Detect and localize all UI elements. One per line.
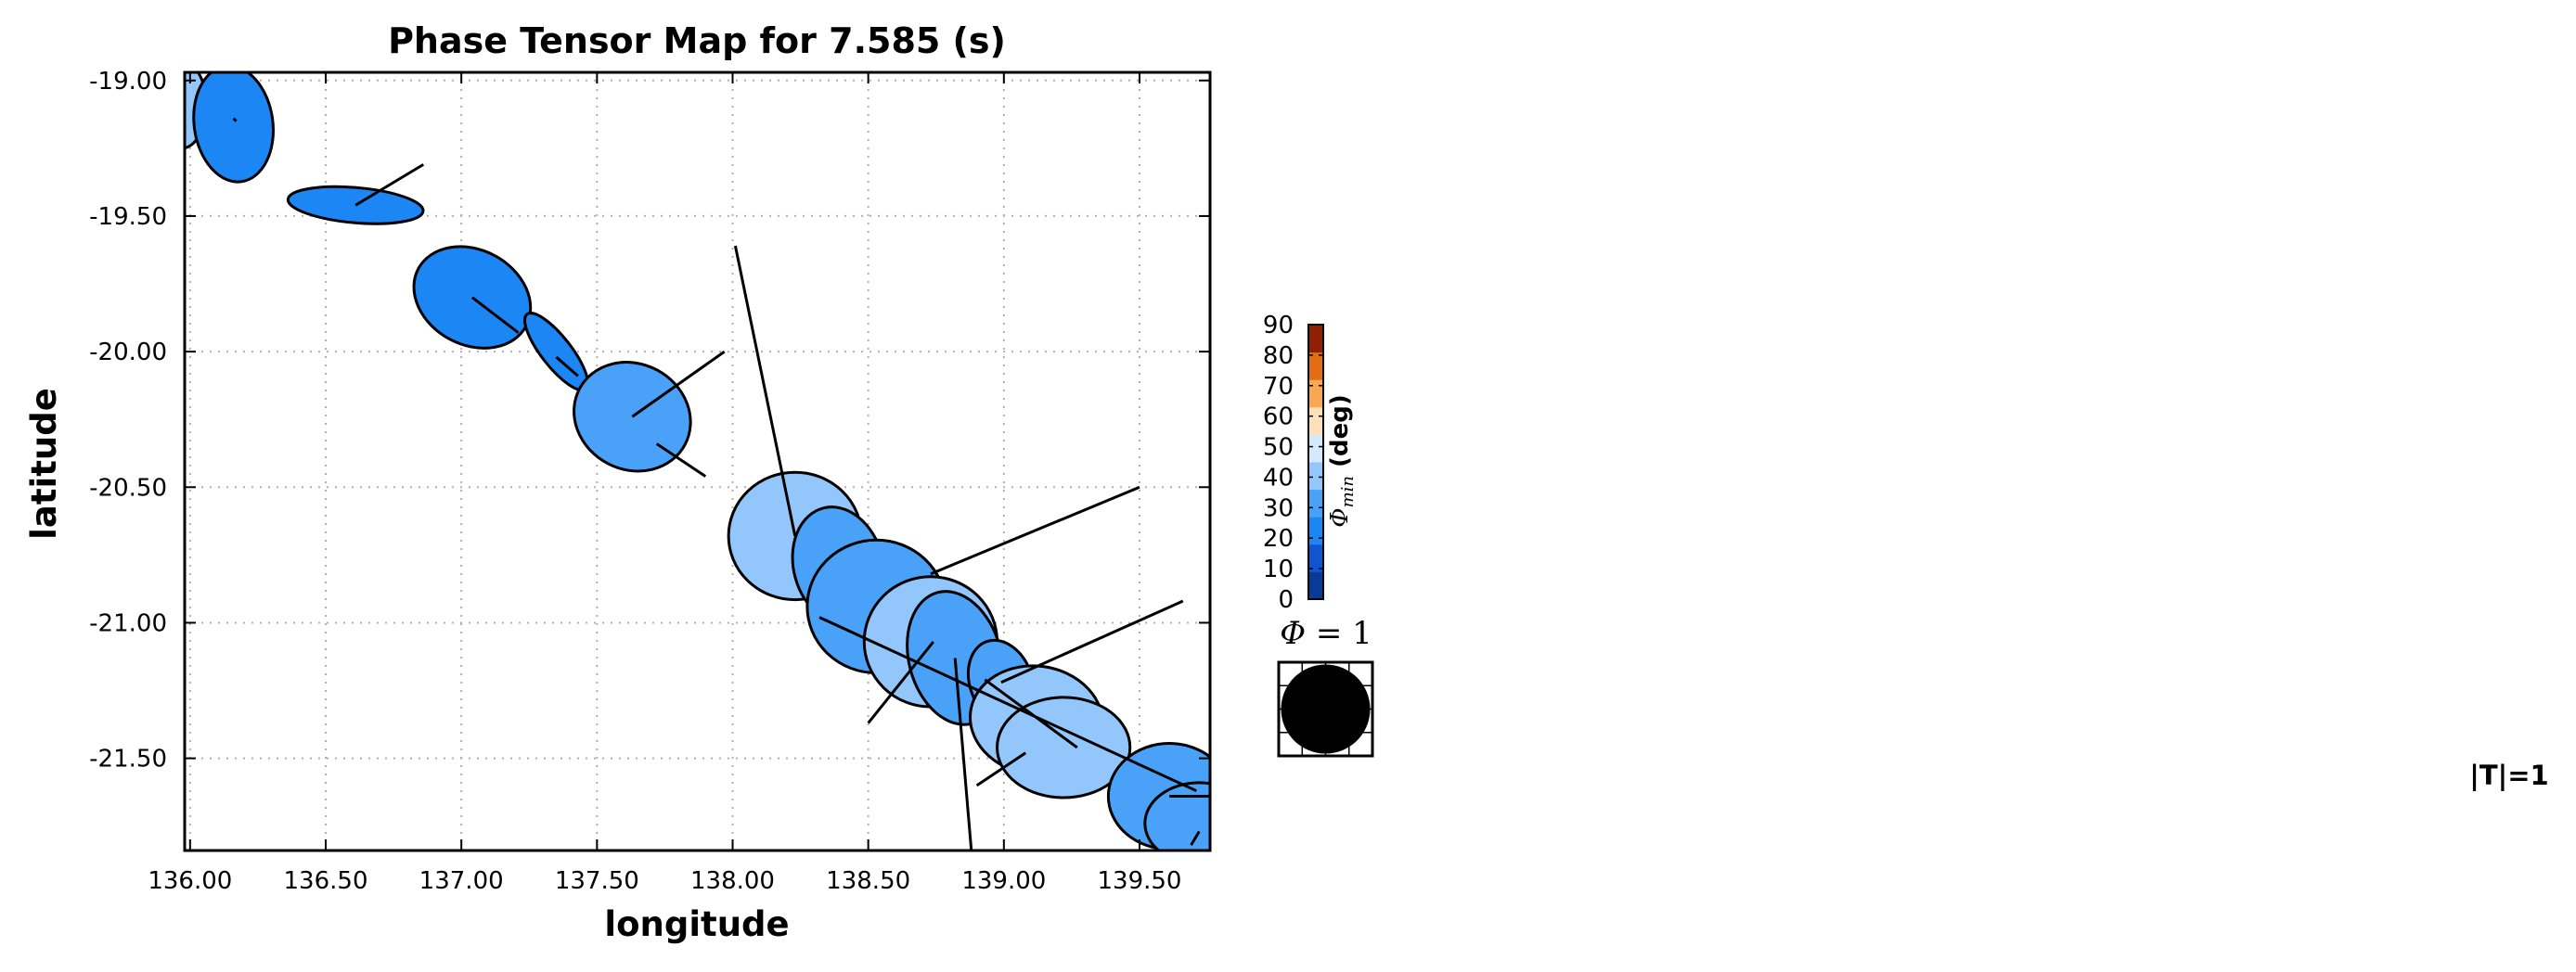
y-tick-label: -20.00 [89,339,167,366]
arrow-legend-label: |T|=1 [2469,760,2548,791]
induction-arrow [984,678,1078,749]
colorbar-label-symbol: Φ [1326,507,1354,527]
y-tick-label: -19.00 [89,68,167,96]
induction-arrow [555,355,579,377]
induction-arrow [1190,830,1201,846]
x-tick-label: 138.00 [690,867,775,895]
colorbar-tick-label: 60 [1263,403,1294,431]
colorbar-segment [1308,379,1323,408]
colorbar-segment [1308,571,1323,600]
x-axis-label: longitude [604,904,789,944]
induction-arrow [930,485,1140,576]
induction-arrow [631,350,726,418]
arrow-layer [232,117,1210,850]
colorbar-tick-label: 40 [1263,464,1294,492]
scale-key-circle [1281,664,1371,754]
x-tick-label: 139.00 [961,867,1046,895]
axis-ticks: 136.00 136.50 137.00 137.50 138.00 138.50 139.… [89,68,1210,895]
induction-arrow [953,658,973,850]
y-tick-label: -21.50 [89,746,167,774]
y-tick-label: -21.00 [89,609,167,637]
y-tick-label: -20.50 [89,474,167,502]
colorbar-segment [1308,406,1323,435]
colorbar-tick-label: 20 [1263,525,1294,553]
induction-arrow [818,616,1198,793]
scale-key-box [1277,660,1374,758]
x-tick-label: 138.50 [826,867,910,895]
induction-arrow [733,245,797,537]
induction-arrow [354,163,425,207]
y-tick-label: -19.50 [89,203,167,231]
colorbar-tick-label: 0 [1278,586,1294,614]
x-tick-label: 137.50 [555,867,639,895]
induction-arrow [867,640,934,724]
colorbar-label-subscript: min [1338,476,1358,507]
plot-frame [183,70,1212,852]
y-axis-label: latitude [24,388,64,540]
x-tick-label: 136.00 [148,867,232,895]
colorbar-label: Φmin (deg) [1326,394,1358,527]
colorbar-tick-label: 50 [1263,434,1294,462]
phase-tensor-ellipse [1143,781,1210,850]
colorbar-tick-label: 80 [1263,342,1294,370]
phase-tensor-ellipse [996,696,1132,799]
colorbar-segment [1308,325,1323,353]
colorbar-segment [1308,517,1323,545]
colorbar-tick-label: 10 [1263,556,1294,583]
colorbar-segment [1308,544,1323,572]
phase-tensor-ellipse [192,72,275,184]
colorbar-label-unit: (deg) [1326,394,1354,476]
ellipse-layer [185,72,1210,850]
colorbar-segment [1308,462,1323,491]
x-tick-label: 136.50 [284,867,368,895]
colorbar-segment [1308,489,1323,518]
colorbar-tick-label: 70 [1263,373,1294,401]
induction-arrow [470,296,520,334]
induction-arrow [232,117,238,122]
colorbar-tick-label: 30 [1263,494,1294,522]
colorbar-tick-label: 90 [1263,312,1294,339]
scale-key-label: Φ = 1 [1280,615,1372,652]
induction-arrow [975,751,1027,787]
colorbar-segment [1308,434,1323,463]
scale-key-rest: = 1 [1306,615,1372,652]
x-tick-label: 139.50 [1098,867,1182,895]
colorbar-frame [1307,324,1324,600]
induction-arrow [655,442,707,478]
colorbar-segment [1308,352,1323,380]
chart-title: Phase Tensor Map for 7.585 (s) [388,20,1006,61]
induction-arrow [1000,599,1184,684]
x-tick-label: 137.00 [419,867,504,895]
scale-key-symbol: Φ [1280,615,1306,652]
